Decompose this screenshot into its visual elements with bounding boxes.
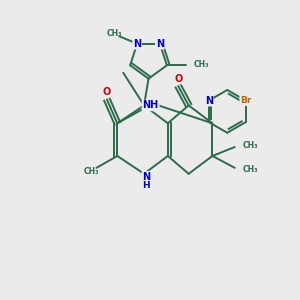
Text: CH₃: CH₃ <box>194 60 209 69</box>
Text: CH₃: CH₃ <box>242 165 258 174</box>
Text: CH₃: CH₃ <box>83 167 99 176</box>
Text: N: N <box>133 39 141 49</box>
Text: O: O <box>174 74 182 84</box>
Text: Br: Br <box>240 96 251 105</box>
Text: H: H <box>142 181 150 190</box>
Text: N: N <box>205 96 213 106</box>
Text: NH: NH <box>142 100 159 110</box>
Text: N: N <box>156 39 164 49</box>
Text: O: O <box>103 87 111 97</box>
Text: CH₃: CH₃ <box>242 141 258 150</box>
Text: N: N <box>142 172 151 182</box>
Text: CH₃: CH₃ <box>106 29 122 38</box>
